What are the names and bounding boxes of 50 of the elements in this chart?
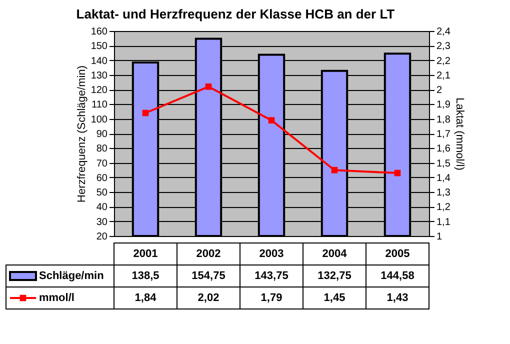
data-label: 1,79 [260, 292, 282, 304]
y2-tick-label: 1,9 [436, 100, 451, 111]
chart-title: Laktat- und Herzfrequenz der Klasse HCB an der LT [76, 6, 395, 22]
y2-tick-label: 1,8 [436, 114, 451, 126]
y2-tick-label: 1,2 [436, 202, 451, 214]
y2-tick-label: 2,4 [436, 26, 451, 38]
data-label: 132,75 [318, 270, 352, 282]
x-tick-label: 2003 [259, 248, 284, 260]
y-tick-label: 20 [96, 232, 108, 242]
y2-axis-title: Laktat (mmol/l) [453, 98, 466, 170]
y-tick-label: 140 [90, 56, 108, 67]
data-label: 143,75 [254, 270, 288, 282]
y2-tick-label: 1,6 [436, 144, 451, 155]
data-label: 138,5 [132, 270, 160, 282]
x-tick-label: 2005 [385, 248, 410, 260]
x-tick-label: 2001 [133, 248, 158, 260]
y-tick-label: 110 [92, 100, 108, 111]
y2-tick-label: 1,7 [436, 129, 451, 140]
y-tick-label: 100 [90, 114, 108, 126]
y-tick-label: 80 [96, 144, 108, 155]
y2-tick-label: 1,4 [436, 172, 451, 184]
y-tick-label: 50 [96, 188, 108, 199]
y2-tick-label: 1,1 [436, 216, 451, 228]
y2-tick-label: 1,5 [436, 158, 451, 170]
y2-tick-label: 1,3 [436, 188, 451, 199]
y-tick-label: 40 [96, 202, 108, 214]
y2-tick-label: 1 [436, 232, 442, 242]
y-tick-label: 150 [90, 41, 108, 52]
y2-tick-label: 2 [436, 85, 442, 96]
y-tick-label: 70 [96, 158, 108, 170]
data-label: 154,75 [192, 270, 226, 282]
y-tick-label: 90 [96, 129, 108, 140]
y2-tick-label: 2,3 [436, 41, 451, 52]
legend-label: Schläge/min [39, 270, 104, 282]
y-tick-label: 60 [96, 172, 108, 184]
y2-tick-label: 2,1 [436, 70, 451, 82]
data-label: 144,58 [380, 270, 414, 282]
data-label: 1,84 [134, 292, 158, 304]
data-label: 2,02 [198, 292, 220, 304]
data-label: 1,45 [324, 292, 346, 304]
x-tick-label: 2002 [196, 248, 221, 260]
legend-label: mmol/l [39, 292, 74, 304]
y-tick-label: 30 [96, 216, 108, 228]
y-tick-label: 120 [90, 85, 108, 96]
data-label: 1,43 [386, 292, 408, 304]
x-tick-label: 2004 [322, 248, 348, 260]
y2-tick-label: 2,2 [436, 56, 451, 67]
y-axis-title: Herzfrequenz (Schläge/min) [76, 66, 88, 202]
y-tick-label: 130 [90, 70, 108, 82]
y-tick-label: 160 [90, 26, 108, 38]
